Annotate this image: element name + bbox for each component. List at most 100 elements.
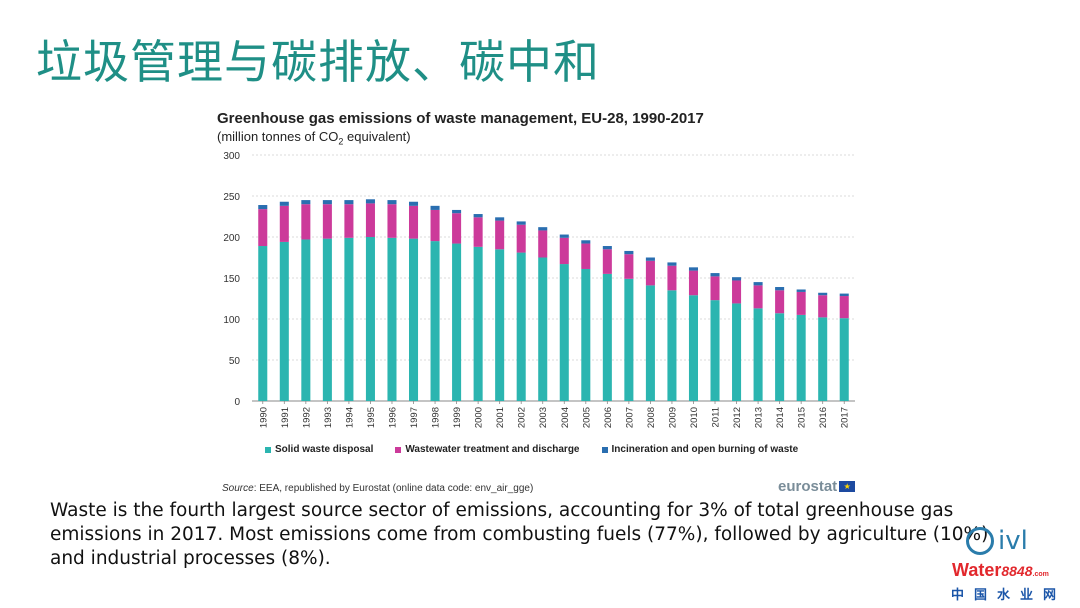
x-tick-label: 2002 [517,407,528,428]
bar-segment-solid-waste [365,237,375,401]
x-tick-label: 2006 [603,407,614,428]
bar-segment-solid-waste [258,246,268,401]
stacked-bar-chart: 0 50 100 150 200 250 300 1990 1991 1992 1993 1994 19… [223,151,855,428]
legend-swatch [395,446,402,453]
bar-segment-incineration [732,277,742,281]
bar-segment-incineration [710,273,720,277]
bar-segment-wastewater [753,285,763,309]
bar-segment-incineration [559,234,569,238]
bar-segment-incineration [258,205,268,210]
bar-segment-incineration [322,200,332,205]
bar-segment-solid-waste [430,241,440,401]
x-tick-label: 2001 [495,407,506,428]
bar-segment-wastewater [839,296,849,319]
bar-segment-solid-waste [710,300,720,401]
bar-segment-incineration [516,221,526,225]
bar-segment-solid-waste [408,238,419,401]
bar-segment-incineration [452,209,462,214]
x-tick-label: 2010 [689,407,700,428]
bar-segment-solid-waste [495,249,505,401]
x-tick-label: 2014 [775,407,786,428]
bar-segment-incineration [581,240,591,244]
body-paragraph: Waste is the fourth largest source secto… [50,500,989,569]
bar-segment-wastewater [301,204,311,240]
x-tick-label: 2012 [732,407,743,428]
bar-segment-wastewater [365,203,375,237]
chart-legend: Solid waste disposal Wastewater treatmen… [265,444,798,455]
x-tick-label: 1990 [258,407,269,428]
water8848-logo: Water8848.com [952,560,1049,580]
bar-segment-wastewater [322,204,332,239]
bar-segment-solid-waste [538,257,548,401]
bar-segment-incineration [624,250,634,255]
bar-segment-solid-waste [387,237,397,401]
y-tick-label: 200 [223,233,240,244]
bar-segment-solid-waste [624,278,634,401]
bar-segment-wastewater [688,270,699,296]
bar-segment-wastewater [602,249,612,274]
ivl-circle-icon [966,527,994,555]
bar-segment-solid-waste [559,264,569,401]
bar-segment-incineration [495,217,505,221]
bar-segment-wastewater [710,276,720,301]
bar-segment-wastewater [818,295,828,318]
x-tick-label: 2009 [667,407,678,428]
bar-segment-solid-waste [753,308,763,401]
bar-segment-incineration [839,293,849,297]
bar-segment-solid-waste [279,241,289,401]
bar-segment-wastewater [344,204,354,238]
x-tick-label: 2015 [797,407,808,428]
bar-segment-solid-waste [344,237,354,401]
bar-segment-wastewater [559,237,569,265]
x-tick-label: 2000 [474,407,485,428]
bar-segment-wastewater [796,291,806,315]
bar-segment-incineration [387,200,397,205]
bar-segment-wastewater [452,213,462,244]
x-tick-label: 2017 [840,407,851,428]
bar-segment-wastewater [624,254,634,279]
china-water-logo: 中国水业网 [951,588,1067,603]
bar-segment-solid-waste [452,243,462,401]
y-tick-label: 50 [229,356,241,367]
chart-subtitle: (million tonnes of CO2 equivalent) [217,129,411,147]
bar-segment-solid-waste [473,246,483,401]
bar-segment-incineration [775,287,785,291]
bar-segment-wastewater [645,260,655,286]
bar-segment-incineration [645,257,655,261]
bar-segment-incineration [365,199,375,204]
eu-flag-icon: ★ [839,481,856,492]
bar-segment-incineration [301,200,311,205]
bar-segment-solid-waste [645,285,655,401]
x-tick-label: 1991 [280,407,291,428]
x-tick-label: 1999 [452,407,463,428]
x-tick-label: 2016 [818,407,829,428]
x-tick-label: 1995 [366,407,377,428]
x-tick-label: 1993 [323,407,334,428]
legend-item-solid-waste: Solid waste disposal [265,444,373,455]
x-tick-label: 1998 [431,407,442,428]
y-tick-label: 250 [223,192,240,203]
bar-segment-solid-waste [732,303,742,401]
eurostat-logo: eurostat ★ [778,478,856,495]
bar-segment-wastewater [279,205,289,242]
x-tick-label: 2005 [581,407,592,428]
slide-title: 垃圾管理与碳排放、碳中和 [36,35,600,89]
bar-segment-solid-waste [667,290,677,401]
chart-source: Source: EEA, republished by Eurostat (on… [222,483,534,494]
bar-segment-wastewater [732,280,742,304]
bar-segment-incineration [818,292,828,296]
bar-segment-wastewater [408,205,419,239]
x-tick-label: 2008 [646,407,657,428]
legend-swatch [601,446,608,453]
bar-segment-wastewater [473,217,483,247]
bar-segment-solid-waste [688,295,699,401]
legend-swatch [265,446,271,453]
bar-segment-incineration [408,201,419,206]
bar-segment-wastewater [258,209,268,247]
legend-item-incineration: Incineration and open burning of waste [601,444,798,455]
bar-segment-wastewater [516,224,526,253]
bar-segment-incineration [538,227,548,231]
bar-segment-incineration [430,205,440,210]
bar-segment-incineration [796,289,806,292]
bar-segment-wastewater [538,230,548,258]
